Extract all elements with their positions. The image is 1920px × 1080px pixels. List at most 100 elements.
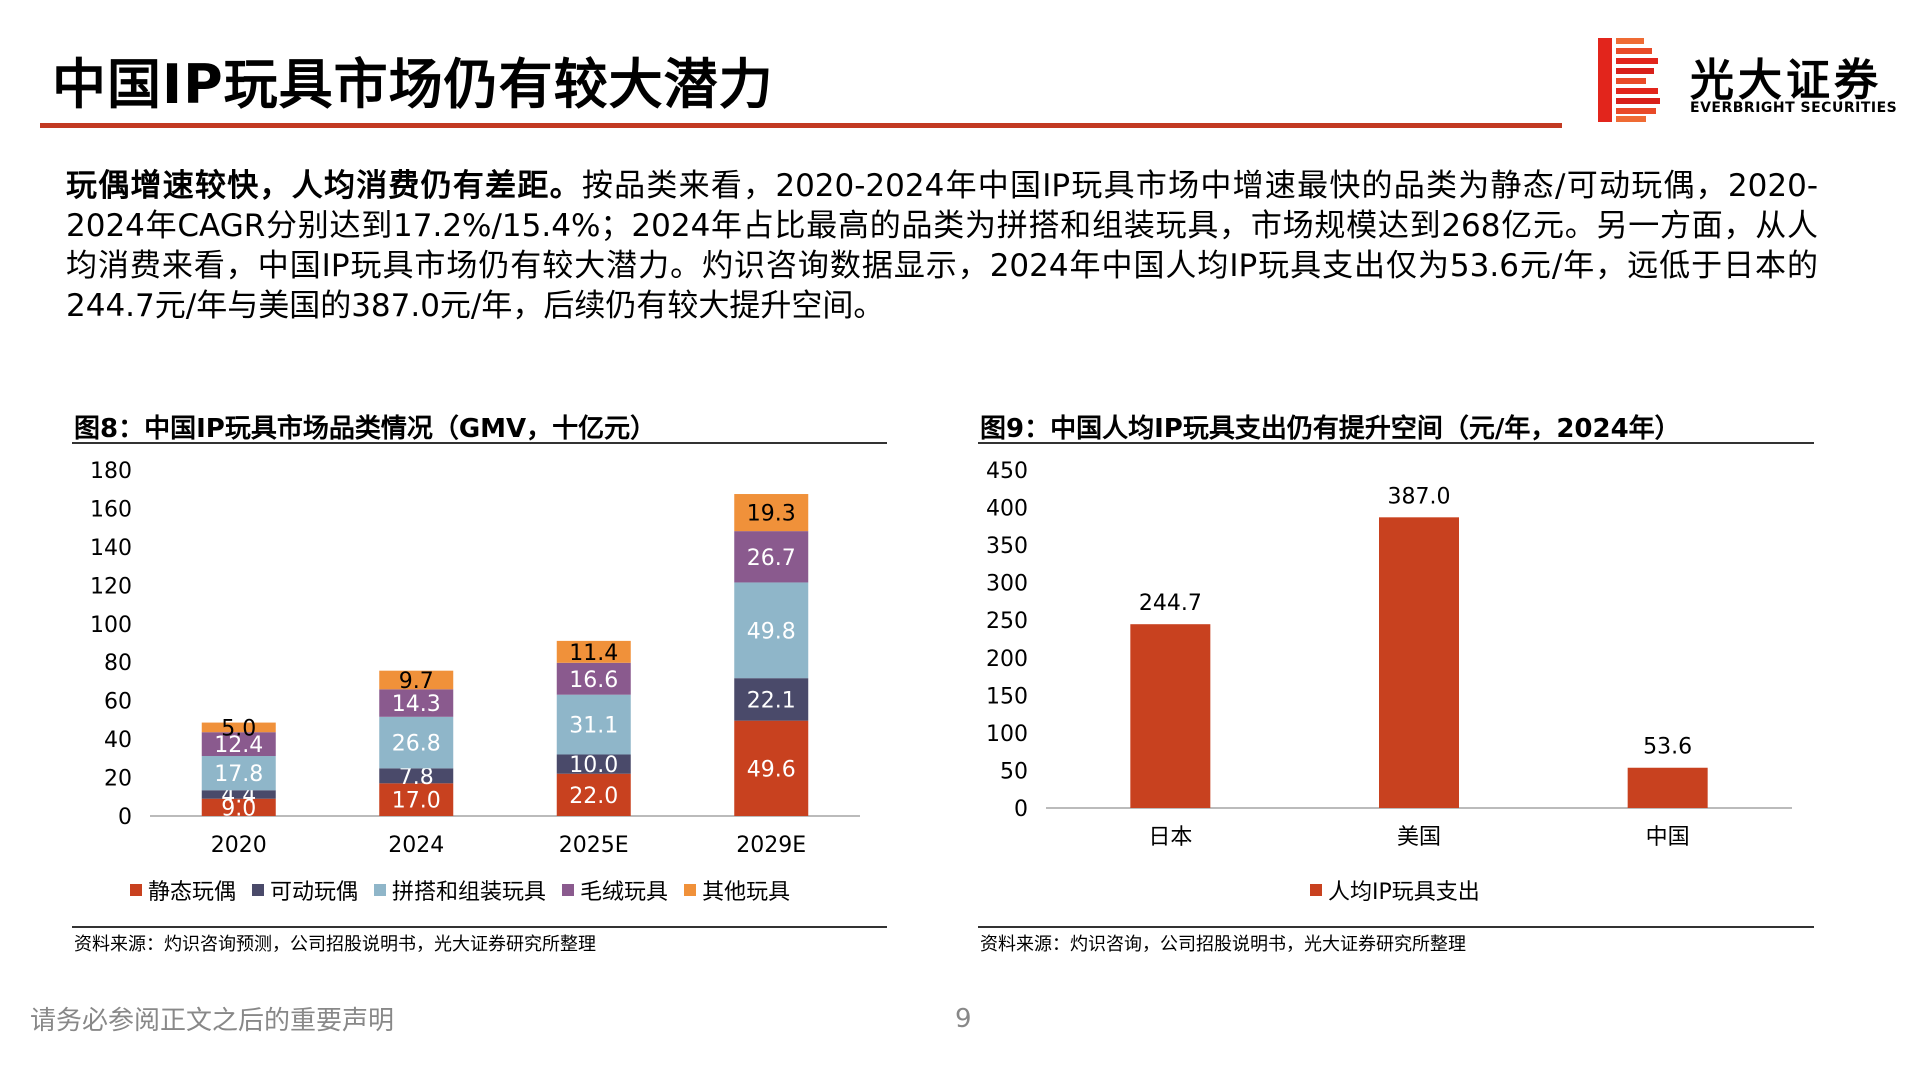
intro-body: 按品类来看，2020-2024年中国IP玩具市场中增速最快的品类为静态/可动玩偶…	[66, 168, 1818, 324]
figure9-source: 资料来源：灼识咨询，公司招股说明书，光大证券研究所整理	[980, 934, 1466, 955]
bar-segment	[379, 670, 454, 690]
bar-segment	[379, 768, 454, 784]
x-tick-label: 2025E	[559, 833, 629, 858]
x-tick-label: 美国	[1397, 825, 1441, 850]
everbright-logo-icon	[1598, 38, 1660, 122]
data-label: 49.8	[747, 619, 796, 644]
figure9-chart: 0 50 100 150 200 250 300 350 400 450 日本 244.7 美国 387.…	[986, 459, 1792, 850]
bar-segment	[201, 722, 276, 733]
legend-swatch	[130, 884, 142, 896]
title-divider	[40, 123, 1562, 128]
figure8-source-rule	[72, 926, 887, 928]
y-tick-label: 350	[986, 534, 1028, 559]
y-tick-label: 0	[118, 805, 132, 830]
y-tick-label: 150	[986, 684, 1028, 709]
bar-segment	[1379, 517, 1459, 808]
y-tick-label: 20	[104, 767, 132, 792]
y-tick-label: 140	[90, 536, 132, 561]
y-tick-label: 300	[986, 572, 1028, 597]
data-label: 22.0	[569, 784, 618, 809]
bar-segment	[1627, 767, 1708, 808]
y-tick-label: 0	[1014, 797, 1028, 822]
y-tick-label: 180	[90, 459, 132, 484]
legend-swatch	[374, 884, 387, 896]
figure8-chart: 02040608010012014016018020209.04.417.812…	[90, 459, 860, 858]
y-tick-label: 60	[104, 690, 132, 715]
data-label: 11.4	[569, 641, 618, 666]
data-label: 53.6	[1643, 735, 1692, 760]
bar-segment	[201, 732, 276, 757]
bar-segment	[734, 720, 809, 816]
bar-segment	[379, 716, 454, 769]
bar-segment	[379, 783, 454, 816]
data-label: 12.4	[214, 733, 263, 758]
bar-segment	[556, 694, 631, 755]
legend-item: 可动玩偶	[252, 874, 358, 906]
bar-segment	[556, 662, 631, 695]
figure8-title: 图8：中国IP玩具市场品类情况（GMV，十亿元）	[74, 414, 657, 444]
legend-label: 可动玩偶	[270, 880, 359, 905]
bar-segment	[734, 531, 809, 583]
y-tick-label: 40	[104, 728, 132, 753]
x-tick-label: 中国	[1646, 825, 1690, 850]
y-tick-label: 50	[1000, 759, 1028, 784]
x-tick-label: 2020	[211, 833, 267, 858]
legend-label: 其他玩具	[702, 880, 791, 905]
intro-paragraph: 玩偶增速较快，人均消费仍有差距。按品类来看，2020-2024年中国IP玩具市场…	[66, 166, 1818, 326]
y-tick-label: 80	[104, 651, 132, 676]
intro-lead: 玩偶增速较快，人均消费仍有差距。	[66, 168, 582, 204]
brand-name-cn: 光大证券	[1690, 55, 1882, 106]
figure9-title: 图9：中国人均IP玩具支出仍有提升空间（元/年，2024年）	[980, 414, 1681, 444]
legend-swatch	[1310, 884, 1322, 896]
brand-name-en: EVERBRIGHT SECURITIES	[1690, 100, 1898, 116]
figure9-title-rule	[978, 442, 1814, 444]
x-tick-label: 日本	[1148, 825, 1192, 850]
data-label: 9.0	[221, 796, 256, 821]
brand-logo: 光大证券 EVERBRIGHT SECURITIES	[1598, 38, 1898, 122]
data-label: 244.7	[1139, 591, 1202, 616]
bar-segment	[734, 582, 809, 679]
legend-label: 毛绒玩具	[580, 880, 669, 905]
data-label: 26.8	[392, 732, 441, 757]
data-label: 16.6	[569, 668, 618, 693]
legend-label: 人均IP玩具支出	[1328, 880, 1480, 905]
y-tick-label: 100	[986, 722, 1028, 747]
data-label: 19.3	[747, 502, 796, 527]
data-label: 10.0	[569, 753, 618, 778]
legend-swatch	[562, 884, 575, 896]
bar-segment	[201, 790, 276, 799]
legend-label: 静态玩偶	[148, 880, 237, 905]
y-tick-label: 250	[986, 609, 1028, 634]
y-tick-label: 100	[90, 613, 132, 638]
bar-segment	[556, 773, 631, 816]
data-label: 17.8	[214, 762, 263, 787]
disclaimer-note: 请务必参阅正文之后的重要声明	[30, 1006, 395, 1036]
legend-swatch	[684, 884, 697, 896]
bar-segment	[734, 494, 809, 532]
data-label: 387.0	[1388, 484, 1451, 509]
y-tick-label: 200	[986, 647, 1028, 672]
data-label: 9.7	[399, 669, 434, 694]
legend-item: 毛绒玩具	[562, 874, 668, 906]
data-label: 26.7	[747, 546, 796, 571]
bar-segment	[379, 689, 454, 717]
bar-segment	[734, 678, 809, 721]
data-label: 14.3	[392, 692, 441, 717]
page-number: 9	[955, 1004, 972, 1034]
x-tick-label: 2024	[388, 833, 444, 858]
legend-item: 拼搭和组装玩具	[374, 874, 546, 906]
bar-segment	[556, 754, 631, 774]
legend-label: 拼搭和组装玩具	[392, 880, 547, 905]
y-tick-label: 160	[90, 497, 132, 522]
data-label: 22.1	[747, 688, 796, 713]
data-label: 17.0	[392, 789, 441, 814]
figure8-legend: 静态玩偶 可动玩偶 拼搭和组装玩具 毛绒玩具 其他玩具	[130, 874, 806, 906]
figure8-title-rule	[72, 442, 887, 444]
y-tick-label: 450	[986, 459, 1028, 484]
bar-segment	[556, 640, 631, 663]
figure8-source: 资料来源：灼识咨询预测，公司招股说明书，光大证券研究所整理	[74, 934, 596, 955]
bar-segment	[1130, 624, 1211, 808]
y-tick-label: 400	[986, 497, 1028, 522]
legend-item: 其他玩具	[684, 874, 790, 906]
data-label: 7.8	[399, 765, 434, 790]
